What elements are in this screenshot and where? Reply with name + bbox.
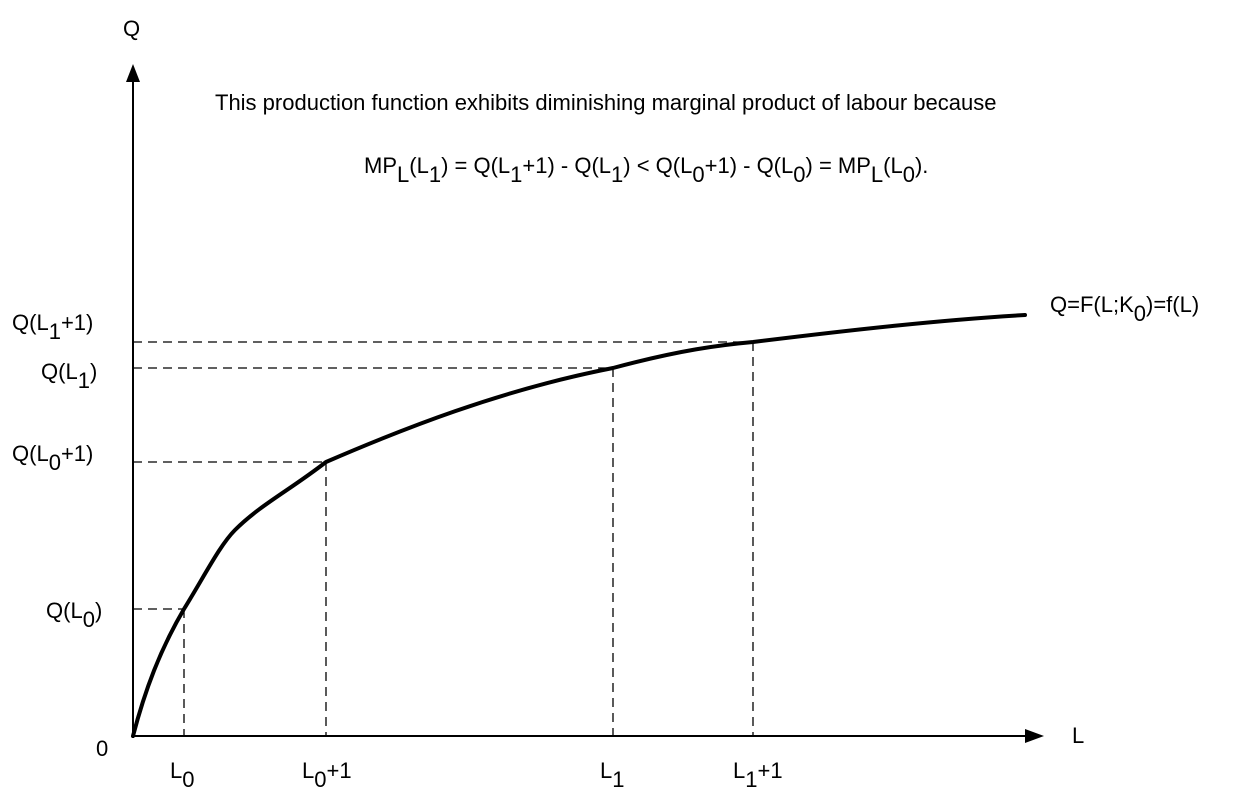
tick-sub: 1 (745, 767, 757, 792)
eq-part: ) < Q(L (623, 153, 692, 178)
tick-main: Q(L (46, 598, 83, 623)
eq-sub: L (397, 162, 409, 187)
tick-sub: 1 (49, 319, 61, 344)
x-axis-arrowhead (1025, 729, 1044, 743)
y-tick-q-l0p1: Q(L0+1) (12, 441, 93, 475)
tick-main: L (302, 758, 314, 783)
tick-main: L (733, 758, 745, 783)
eq-sub: 1 (429, 162, 441, 187)
tick-tail: ) (95, 598, 102, 623)
tick-main: L (170, 758, 182, 783)
annotation-line1: This production function exhibits dimini… (215, 90, 996, 115)
eq-part: (L (883, 153, 903, 178)
tick-sub: 0 (182, 767, 194, 792)
tick-sub: 1 (612, 767, 624, 792)
eq-sub: 0 (793, 162, 805, 187)
tick-sub: 1 (78, 368, 90, 393)
y-axis-arrowhead (126, 64, 140, 82)
eq-part: MP (364, 153, 397, 178)
tick-main: Q(L (41, 359, 78, 384)
eq-part: ). (915, 153, 928, 178)
eq-part: ) = MP (806, 153, 871, 178)
y-tick-q-l1: Q(L1) (41, 359, 97, 393)
x-tick-l1p1: L1+1 (733, 758, 783, 792)
eq-sub: 0 (692, 162, 704, 187)
y-axis-label: Q (123, 16, 140, 41)
tick-sub: 0 (49, 450, 61, 475)
curve-label-main: Q=F(L;K (1050, 292, 1134, 317)
tick-sub: 0 (314, 767, 326, 792)
tick-tail: +1 (758, 758, 783, 783)
tick-main: Q(L (12, 310, 49, 335)
eq-sub: 1 (510, 162, 522, 187)
curve-label: Q=F(L;K0)=f(L) (1050, 292, 1199, 326)
y-tick-q-l0: Q(L0) (46, 598, 102, 632)
tick-tail: +1 (327, 758, 352, 783)
x-axis-label: L (1072, 723, 1084, 748)
eq-part: +1) - Q(L (522, 153, 611, 178)
curve-label-sub: 0 (1134, 301, 1146, 326)
tick-tail: +1) (61, 310, 93, 335)
y-tick-q-l1p1: Q(L1+1) (12, 310, 93, 344)
tick-tail: +1) (61, 441, 93, 466)
tick-tail: ) (90, 359, 97, 384)
eq-sub: 0 (903, 162, 915, 187)
annotation-equation: MPL(L1) = Q(L1+1) - Q(L1) < Q(L0+1) - Q(… (364, 153, 928, 187)
eq-part: (L (409, 153, 429, 178)
x-tick-l0: L0 (170, 758, 195, 792)
eq-sub: L (871, 162, 883, 187)
tick-main: Q(L (12, 441, 49, 466)
guide-lines (133, 341, 754, 736)
eq-sub: 1 (611, 162, 623, 187)
curve-label-tail: )=f(L) (1146, 292, 1199, 317)
tick-sub: 0 (83, 607, 95, 632)
origin-label: 0 (96, 736, 108, 761)
x-tick-l1: L1 (600, 758, 625, 792)
x-tick-l0p1: L0+1 (302, 758, 352, 792)
eq-part: +1) - Q(L (705, 153, 794, 178)
production-curve (131, 313, 1027, 738)
tick-main: L (600, 758, 612, 783)
eq-part: ) = Q(L (441, 153, 510, 178)
